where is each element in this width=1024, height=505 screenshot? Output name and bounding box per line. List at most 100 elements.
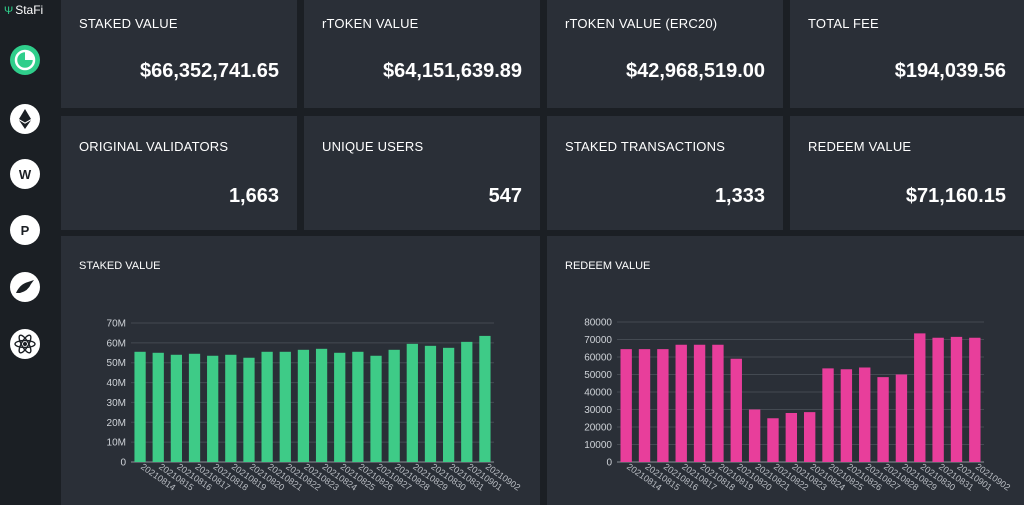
staked-value-chart: 010M20M30M40M50M60M70M202108142021081520… bbox=[107, 319, 523, 493]
y-tick-label: 0 bbox=[606, 458, 612, 469]
redeem-value-chart: 0 10000 20000 30000 40000 50000 60000 70000 8000… bbox=[584, 318, 1012, 493]
bar[interactable] bbox=[748, 409, 761, 463]
sidebar-item-cosmos[interactable] bbox=[10, 329, 40, 359]
bar[interactable] bbox=[442, 347, 455, 462]
stat-card-total-fee: TOTAL FEE $194,039.56 bbox=[790, 0, 1024, 108]
bar[interactable] bbox=[170, 354, 183, 462]
bar[interactable] bbox=[620, 349, 632, 462]
bar[interactable] bbox=[859, 367, 871, 463]
stat-card-rtoken-value: rTOKEN VALUE $64,151,639.89 bbox=[304, 0, 540, 108]
bar[interactable] bbox=[461, 341, 473, 462]
bar[interactable] bbox=[877, 377, 889, 462]
sidebar-item-web3[interactable]: W bbox=[10, 159, 40, 189]
bar[interactable] bbox=[950, 336, 963, 462]
bar[interactable] bbox=[261, 351, 273, 462]
bar[interactable] bbox=[243, 357, 255, 462]
y-tick-label: 20000 bbox=[584, 423, 612, 434]
bar[interactable] bbox=[767, 418, 779, 462]
stat-value: $71,160.15 bbox=[905, 185, 1006, 207]
y-tick-label: 40000 bbox=[584, 388, 612, 399]
y-tick-label: 60000 bbox=[584, 353, 612, 364]
stat-card-original-validators: ORIGINAL VALIDATORS 1,663 bbox=[61, 116, 297, 230]
stat-card-unique-users: UNIQUE USERS 547 bbox=[304, 116, 540, 230]
stat-label: TOTAL FEE bbox=[808, 16, 879, 31]
redeem-value-chart-card: REDEEM VALUE 0 10000 20000 30000 40000 50000 6… bbox=[547, 236, 1024, 505]
sidebar-item-ethereum[interactable] bbox=[10, 104, 40, 134]
bar[interactable] bbox=[840, 369, 853, 462]
y-tick-label: 0 bbox=[120, 458, 126, 469]
sidebar: Ψ StaFi W P bbox=[0, 0, 56, 505]
stat-value: 547 bbox=[488, 185, 522, 207]
stat-label: rTOKEN VALUE (ERC20) bbox=[565, 16, 718, 31]
y-tick-label: 70M bbox=[107, 319, 126, 330]
bar[interactable] bbox=[730, 358, 742, 462]
cosmos-icon bbox=[14, 334, 36, 354]
brand-name: StaFi bbox=[15, 3, 44, 17]
bar[interactable] bbox=[152, 352, 164, 462]
bar[interactable] bbox=[424, 345, 437, 462]
bar[interactable] bbox=[134, 351, 146, 462]
web3-icon: W bbox=[19, 167, 32, 182]
y-tick-label: 80000 bbox=[584, 318, 612, 329]
bar[interactable] bbox=[225, 354, 237, 462]
bar[interactable] bbox=[638, 349, 651, 462]
bar[interactable] bbox=[969, 337, 981, 462]
bar[interactable] bbox=[406, 343, 418, 462]
sidebar-item-kusama[interactable] bbox=[10, 272, 40, 302]
stat-value: $194,039.56 bbox=[894, 60, 1006, 82]
bar[interactable] bbox=[188, 353, 201, 462]
bar[interactable] bbox=[803, 412, 816, 462]
bar[interactable] bbox=[895, 374, 908, 463]
bar[interactable] bbox=[388, 349, 400, 462]
y-tick-label: 30000 bbox=[584, 405, 612, 416]
stat-value: $64,151,639.89 bbox=[382, 60, 522, 82]
polkadot-icon: P bbox=[21, 223, 30, 238]
bar[interactable] bbox=[334, 352, 346, 462]
svg-text:W: W bbox=[19, 167, 32, 182]
y-tick-label: 10000 bbox=[584, 440, 612, 451]
bar[interactable] bbox=[657, 349, 669, 462]
bar[interactable] bbox=[785, 413, 798, 462]
stat-label: REDEEM VALUE bbox=[808, 139, 912, 154]
stat-label: STAKED TRANSACTIONS bbox=[565, 139, 726, 154]
bar[interactable] bbox=[370, 355, 382, 462]
stat-card-redeem-value: REDEEM VALUE $71,160.15 bbox=[790, 116, 1024, 230]
y-tick-label: 20M bbox=[107, 418, 126, 429]
bar[interactable] bbox=[914, 333, 926, 462]
y-tick-label: 50000 bbox=[584, 370, 612, 381]
bar[interactable] bbox=[352, 351, 364, 462]
stat-card-rtoken-value-erc20: rTOKEN VALUE (ERC20) $42,968,519.00 bbox=[547, 0, 783, 108]
kusama-icon bbox=[16, 280, 34, 293]
y-tick-label: 60M bbox=[107, 338, 126, 349]
bar[interactable] bbox=[207, 355, 219, 462]
pie-chart-icon bbox=[14, 49, 36, 71]
bar[interactable] bbox=[712, 344, 724, 462]
brand-logo[interactable]: Ψ StaFi bbox=[4, 3, 43, 17]
stat-label: rTOKEN VALUE bbox=[322, 16, 419, 31]
bar[interactable] bbox=[315, 348, 328, 462]
stat-value: 1,333 bbox=[714, 185, 765, 207]
stat-label: UNIQUE USERS bbox=[322, 139, 424, 154]
stafi-logo-icon: Ψ bbox=[4, 5, 14, 17]
stat-label: ORIGINAL VALIDATORS bbox=[79, 139, 229, 154]
bar[interactable] bbox=[675, 344, 687, 462]
sidebar-item-overview[interactable] bbox=[10, 45, 40, 75]
bar[interactable] bbox=[297, 349, 310, 462]
bar[interactable] bbox=[479, 335, 491, 462]
chart-title: REDEEM VALUE bbox=[565, 260, 651, 272]
bar[interactable] bbox=[932, 337, 944, 462]
bar[interactable] bbox=[693, 344, 706, 462]
bar[interactable] bbox=[279, 351, 291, 462]
y-tick-label: 70000 bbox=[584, 335, 612, 346]
stat-card-staked-transactions: STAKED TRANSACTIONS 1,333 bbox=[547, 116, 783, 230]
sidebar-item-polkadot[interactable]: P bbox=[10, 215, 40, 245]
stat-value: 1,663 bbox=[228, 185, 279, 207]
bar[interactable] bbox=[822, 368, 834, 462]
y-tick-label: 10M bbox=[107, 438, 126, 449]
stat-card-staked-value: STAKED VALUE $66,352,741.65 bbox=[61, 0, 297, 108]
y-tick-label: 40M bbox=[107, 378, 126, 389]
y-tick-label: 50M bbox=[107, 358, 126, 369]
ethereum-icon bbox=[19, 109, 31, 129]
stat-value: $42,968,519.00 bbox=[625, 60, 765, 82]
chart-title: STAKED VALUE bbox=[79, 260, 161, 272]
